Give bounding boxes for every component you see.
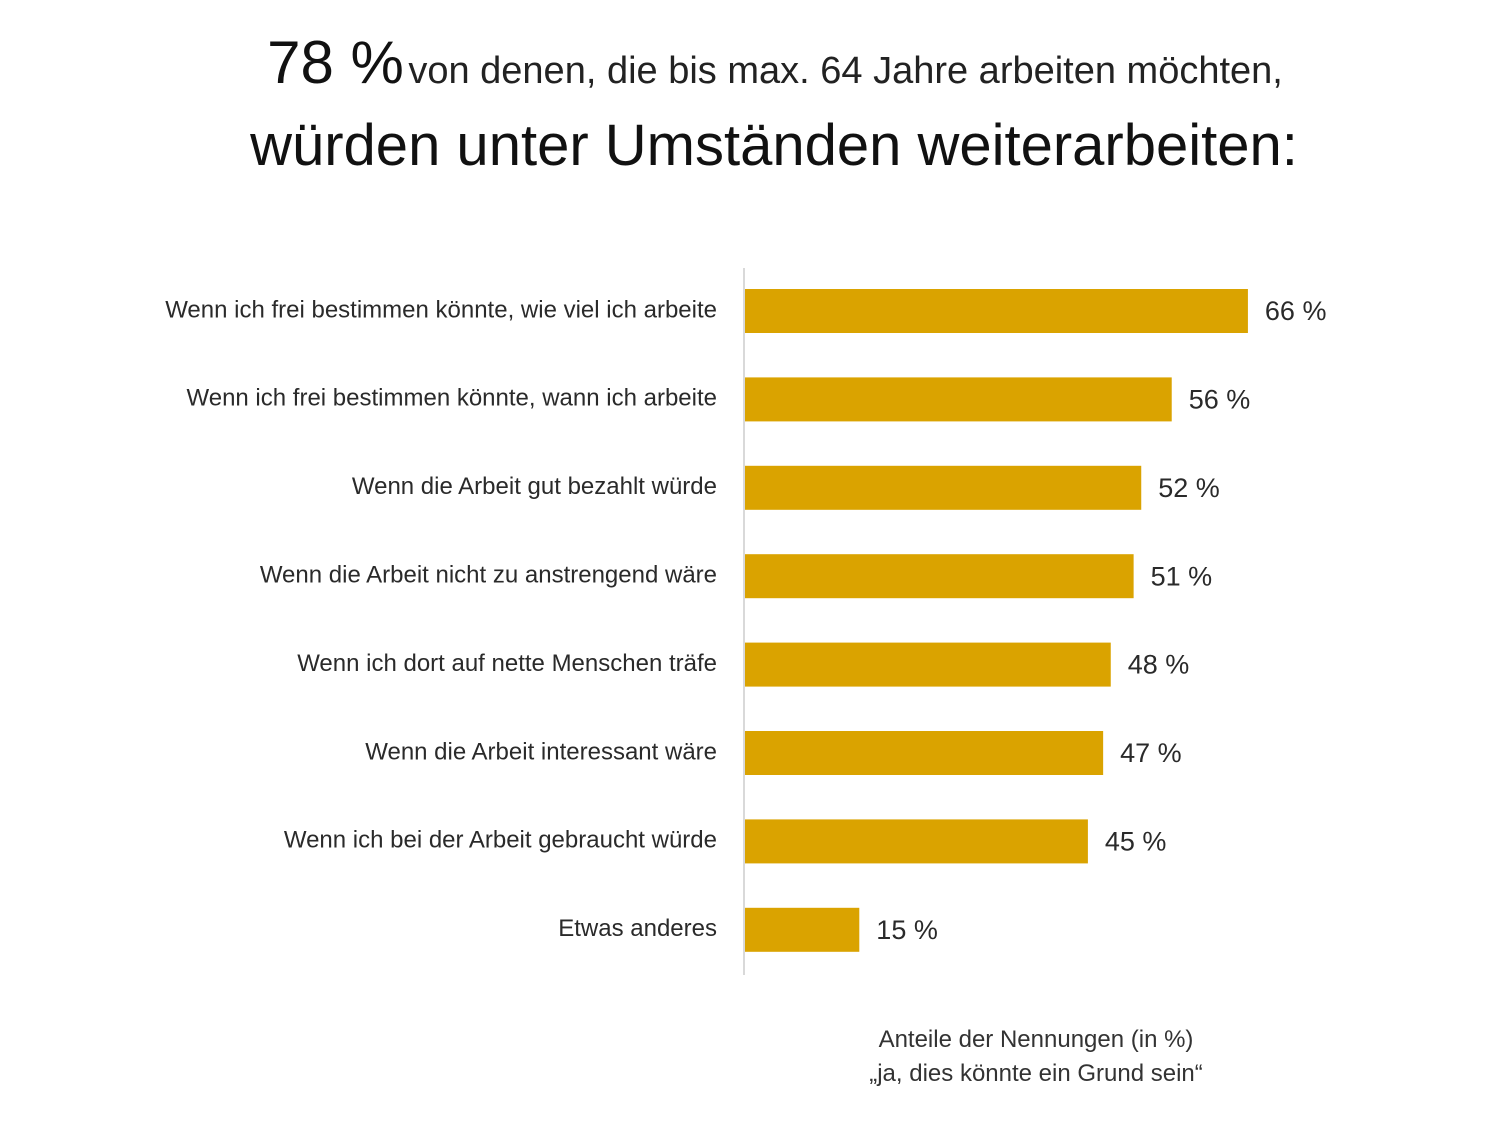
category-label: Wenn ich frei bestimmen könnte, wie viel…: [165, 296, 717, 323]
value-label: 45 %: [1105, 827, 1167, 857]
value-label: 51 %: [1151, 561, 1213, 591]
value-label: 56 %: [1189, 385, 1251, 415]
bar: [745, 554, 1134, 599]
bar: [745, 377, 1172, 422]
value-label: 52 %: [1158, 473, 1220, 503]
value-label: 66 %: [1265, 296, 1327, 326]
value-label: 15 %: [876, 915, 938, 945]
footnote-line2: „ja, dies könnte ein Grund sein“: [869, 1060, 1203, 1087]
footnote-line1: Anteile der Nennungen (in %): [878, 1026, 1194, 1053]
bar: [745, 907, 860, 952]
category-label: Wenn ich frei bestimmen könnte, wann ich…: [187, 385, 718, 412]
category-label: Wenn die Arbeit gut bezahlt würde: [352, 473, 717, 500]
bar: [745, 465, 1142, 510]
value-label: 47 %: [1120, 738, 1182, 768]
chart-title-line2: würden unter Umständen weiterarbeiten:: [250, 113, 1298, 178]
bar: [745, 289, 1248, 333]
bar: [745, 642, 1111, 687]
value-label: 48 %: [1128, 650, 1190, 680]
bar: [745, 731, 1104, 775]
title-highlight-percentage: 78 %: [267, 29, 404, 96]
title-line1-text: von denen, die bis max. 64 Jahre arbeite…: [408, 50, 1283, 92]
category-label: Wenn die Arbeit interessant wäre: [365, 738, 717, 765]
bar: [745, 819, 1088, 864]
chart-title-line1: 78 % von denen, die bis max. 64 Jahre ar…: [0, 28, 1500, 97]
category-label: Wenn die Arbeit nicht zu anstrengend wär…: [260, 562, 717, 589]
category-label: Wenn ich dort auf nette Menschen träfe: [297, 650, 717, 677]
category-label: Wenn ich bei der Arbeit gebraucht würde: [284, 827, 717, 854]
category-label: Etwas anderes: [558, 915, 717, 942]
